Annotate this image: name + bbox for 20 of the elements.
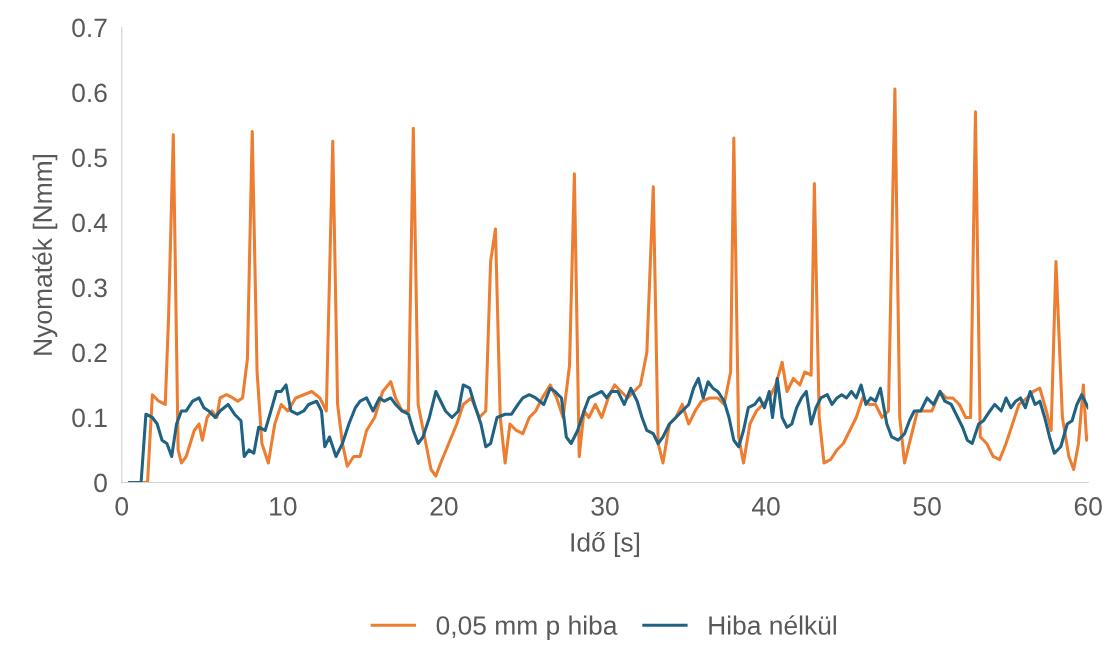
x-tick-label: 60: [1074, 497, 1102, 516]
legend-label: 0,05 mm p hiba: [436, 615, 618, 641]
y-tick-label: 0: [94, 473, 107, 493]
x-tick-label: 10: [270, 497, 297, 516]
x-tick-label: 50: [913, 497, 941, 516]
y-tick-label: 0.3: [72, 278, 107, 298]
line-series: [128, 376, 1089, 483]
y-tick-label: 0.6: [72, 83, 107, 103]
y-tick-label: 0.1: [72, 408, 107, 428]
legend-label: Hiba nélkül: [709, 615, 836, 635]
y-tick-label: 0.2: [72, 343, 107, 363]
x-axis-title: Idő [s]: [571, 532, 640, 557]
x-tick-label: 20: [430, 497, 458, 516]
y-tick-label: 0.5: [72, 148, 107, 168]
x-tick-label: 0: [115, 497, 129, 516]
x-tick-label: 40: [751, 497, 780, 516]
x-tick-label: 30: [591, 497, 619, 516]
y-axis-title: Nyomaték [Nmm]: [32, 154, 58, 355]
y-tick-label: 0.4: [72, 213, 108, 233]
y-tick-label: 0.7: [72, 18, 107, 38]
